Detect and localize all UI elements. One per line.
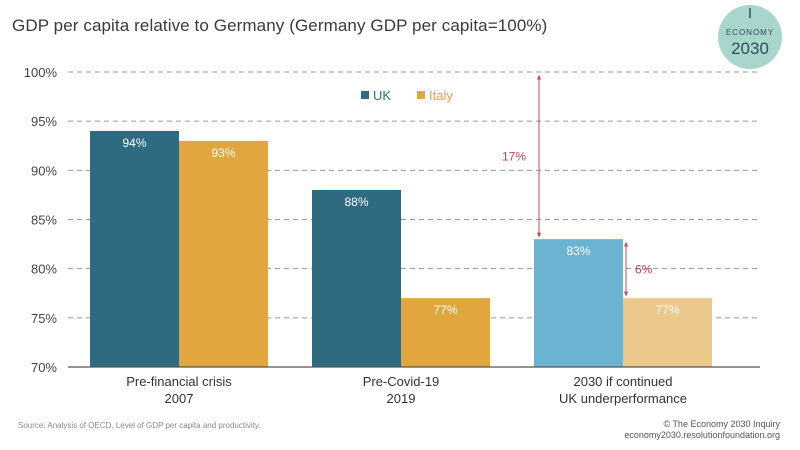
bar-italy: [179, 140, 268, 367]
bar-uk: [312, 190, 401, 367]
bar-italy: [623, 298, 712, 367]
x-category-label: Pre-Covid-19: [363, 374, 440, 389]
bar-uk: [534, 239, 623, 367]
legend-label-italy: Italy: [429, 88, 453, 103]
x-category-label: 2019: [387, 391, 416, 406]
bar-value-label: 93%: [211, 146, 235, 160]
legend-label-uk: UK: [373, 88, 391, 103]
bar-value-label: 77%: [655, 303, 679, 317]
economy-2030-logo: ECONOMY 2030: [717, 4, 783, 70]
y-tick-label: 90%: [31, 163, 57, 178]
legend-swatch-italy: [417, 91, 425, 99]
y-tick-label: 95%: [31, 114, 57, 129]
legend-swatch-uk: [361, 91, 369, 99]
y-tick-label: 85%: [31, 213, 57, 228]
chart-title: GDP per capita relative to Germany (Germ…: [12, 16, 548, 35]
bar-italy: [401, 298, 490, 367]
bar-value-label: 88%: [344, 195, 368, 209]
logo-circle-icon: [718, 5, 782, 69]
y-tick-label: 75%: [31, 311, 57, 326]
source-note: Source: Analysis of OECD, Level of GDP p…: [18, 421, 261, 430]
credit: © The Economy 2030 Inquiry economy2030.r…: [624, 419, 780, 441]
logo-text-economy: ECONOMY: [725, 28, 775, 37]
bar-value-label: 94%: [122, 136, 146, 150]
x-category-label: Pre-financial crisis: [126, 374, 232, 389]
y-tick-label: 100%: [24, 65, 58, 80]
bar-uk: [90, 131, 179, 367]
x-category-label: 2007: [165, 391, 194, 406]
x-category-label: UK underperformance: [559, 391, 687, 406]
logo-text-2030: 2030: [731, 39, 769, 58]
credit-line-2: economy2030.resolutionfoundation.org: [624, 430, 780, 440]
bar-value-label: 83%: [566, 244, 590, 258]
x-category-label: 2030 if continued: [573, 374, 672, 389]
annotation-label: 17%: [502, 150, 526, 164]
annotation-label: 6%: [635, 263, 653, 277]
credit-line-1: © The Economy 2030 Inquiry: [663, 419, 780, 429]
y-tick-label: 70%: [31, 360, 57, 375]
y-tick-label: 80%: [31, 262, 57, 277]
bar-value-label: 77%: [433, 303, 457, 317]
